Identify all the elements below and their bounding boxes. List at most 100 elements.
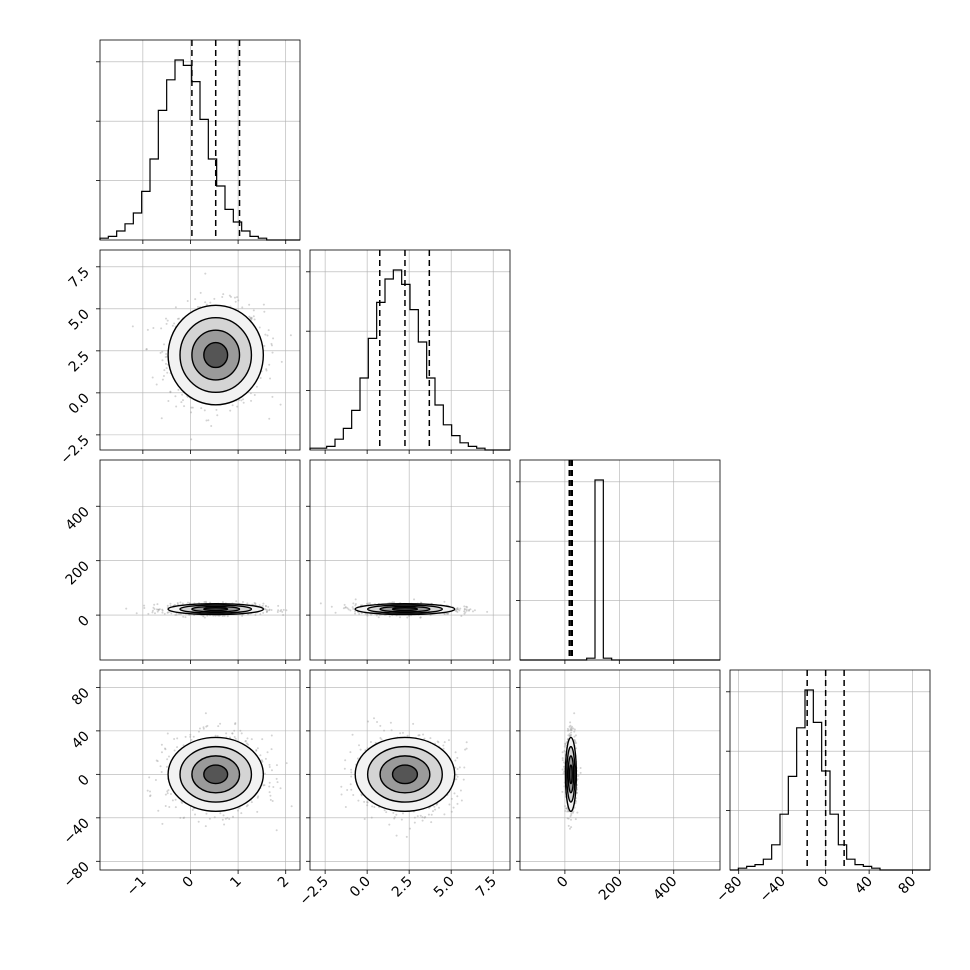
- scatter-panel-1-2: [306, 459, 511, 664]
- scatter-point: [456, 795, 459, 798]
- scatter-point: [125, 607, 128, 610]
- scatter-point: [358, 744, 361, 747]
- scatter-point: [252, 315, 255, 318]
- scatter-point: [453, 792, 456, 795]
- scatter-point: [201, 454, 203, 456]
- scatter-point: [456, 606, 459, 609]
- scatter-point: [158, 608, 161, 611]
- scatter-point: [188, 602, 191, 605]
- scatter-point: [269, 798, 272, 801]
- scatter-point: [131, 325, 134, 328]
- scatter-point: [221, 601, 224, 604]
- scatter-point: [153, 607, 156, 610]
- scatter-point: [346, 607, 349, 610]
- scatter-point: [242, 398, 245, 401]
- scatter-point: [442, 744, 445, 747]
- scatter-point: [197, 730, 200, 733]
- x-tick-label: 0: [554, 874, 572, 892]
- scatter-point: [156, 610, 159, 613]
- x-tick-label: −1: [124, 874, 150, 900]
- scatter-point: [370, 816, 373, 819]
- scatter-point: [270, 734, 273, 737]
- scatter-point: [370, 613, 373, 616]
- scatter-point: [228, 736, 231, 739]
- scatter-point: [161, 822, 164, 825]
- scatter-point: [165, 353, 168, 356]
- scatter-point: [255, 748, 258, 751]
- y-tick-label: −2.5: [57, 432, 92, 467]
- scatter-point: [180, 401, 183, 404]
- scatter-point: [437, 806, 440, 809]
- scatter-body: [146, 712, 293, 832]
- scatter-point: [276, 781, 279, 784]
- scatter-point: [390, 729, 393, 732]
- scatter-point: [269, 377, 272, 380]
- scatter-point: [169, 604, 172, 607]
- scatter-point: [234, 737, 237, 740]
- scatter-point: [376, 721, 379, 724]
- y-tick-label: 2.5: [66, 348, 93, 375]
- scatter-point: [238, 807, 241, 810]
- scatter-point: [161, 350, 164, 353]
- scatter-point: [200, 407, 203, 410]
- scatter-point: [412, 722, 415, 725]
- scatter-point: [143, 604, 146, 607]
- scatter-point: [151, 376, 154, 379]
- scatter-point: [436, 740, 439, 743]
- scatter-point: [272, 785, 275, 788]
- scatter-panel-2-3: 0 200 400: [516, 669, 721, 904]
- scatter-point: [181, 602, 184, 605]
- scatter-point: [213, 297, 216, 300]
- scatter-point: [459, 607, 462, 610]
- scatter-point: [456, 611, 459, 614]
- scatter-point: [205, 725, 208, 728]
- scatter-point: [165, 367, 168, 370]
- scatter-point: [259, 613, 262, 616]
- scatter-point: [236, 296, 239, 299]
- scatter-point: [456, 756, 459, 759]
- scatter-point: [222, 293, 225, 296]
- scatter-point: [167, 611, 170, 614]
- scatter-point: [148, 776, 151, 779]
- scatter-point: [143, 607, 146, 610]
- histogram-panel-3: −80 −40 0 40 80: [713, 669, 931, 906]
- scatter-point: [400, 818, 403, 821]
- scatter-point: [242, 401, 245, 404]
- scatter-point: [455, 773, 458, 776]
- scatter-point: [191, 406, 194, 409]
- scatter-body: [340, 717, 468, 838]
- scatter-point: [186, 601, 189, 604]
- scatter-point: [421, 819, 424, 822]
- panel-frame: [99, 39, 301, 241]
- scatter-point: [405, 835, 408, 838]
- scatter-point: [228, 294, 231, 297]
- scatter-point: [280, 360, 283, 363]
- scatter-point: [465, 741, 468, 744]
- scatter-point: [270, 342, 273, 345]
- scatter-point: [352, 602, 355, 605]
- scatter-point: [182, 817, 185, 820]
- scatter-point: [571, 811, 574, 814]
- scatter-point: [190, 406, 193, 409]
- scatter-point: [367, 602, 370, 605]
- scatter-point: [268, 781, 271, 784]
- scatter-point: [259, 754, 262, 757]
- scatter-point: [466, 606, 469, 609]
- scatter-body: [319, 598, 489, 619]
- scatter-point: [281, 610, 284, 613]
- y-tick-label: 0.0: [66, 390, 93, 417]
- scatter-point: [264, 608, 267, 611]
- scatter-point: [167, 400, 170, 403]
- scatter-point: [258, 604, 261, 607]
- scatter-point: [455, 607, 458, 610]
- scatter-point: [164, 356, 167, 359]
- scatter-point: [176, 603, 179, 606]
- scatter-point: [174, 806, 177, 809]
- scatter-point: [268, 363, 271, 366]
- x-tick-label: 0.0: [347, 874, 374, 901]
- scatter-point: [249, 392, 252, 395]
- scatter-point: [447, 739, 450, 742]
- scatter-point: [350, 768, 353, 771]
- panel-frame: [99, 249, 301, 451]
- scatter-point: [399, 616, 402, 619]
